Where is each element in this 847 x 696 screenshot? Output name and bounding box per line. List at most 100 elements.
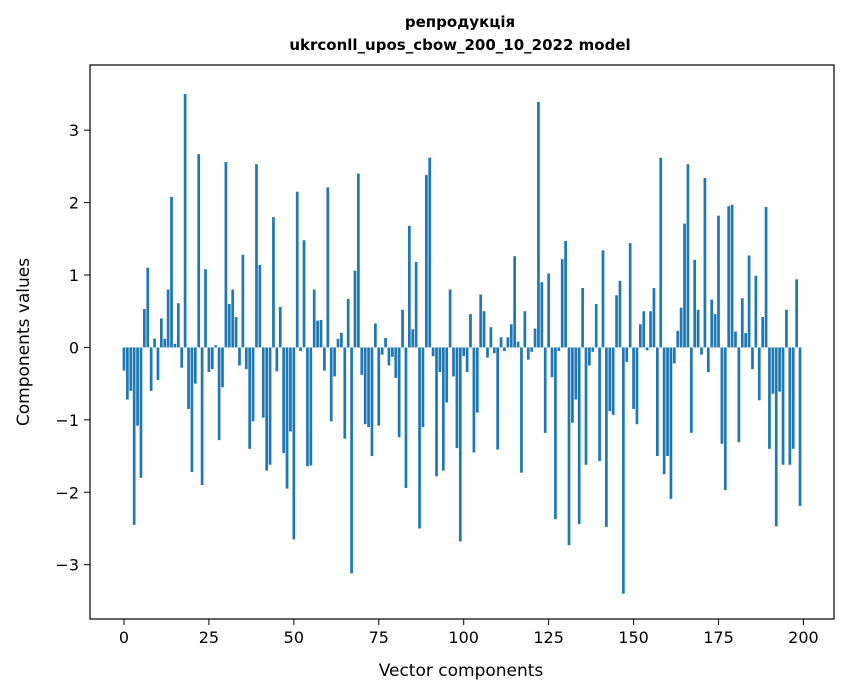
bar-19 [187,347,190,409]
bar-33 [234,317,238,348]
bar-183 [744,332,748,348]
bar-166 [686,164,690,348]
y-tick-label: 0 [69,338,79,357]
bar-84 [407,225,411,348]
bar-121 [533,328,537,348]
bar-69 [357,173,360,348]
bar-16 [176,303,180,348]
bar-8 [149,347,153,391]
bar-76 [380,347,384,355]
bar-127 [554,347,557,520]
bar-47 [282,347,285,454]
bar-137 [588,347,591,366]
bar-23 [200,347,204,486]
bar-195 [785,309,788,348]
bar-86 [414,261,418,348]
bar-52 [299,347,302,352]
x-tick-label: 150 [618,628,649,647]
bar-51 [295,191,299,348]
bar-165 [683,223,686,348]
bar-119 [526,347,530,360]
bar-12 [163,338,167,348]
bar-93 [438,347,442,373]
bar-179 [730,204,734,348]
bar-151 [635,347,639,425]
bar-134 [577,347,581,525]
bar-43 [268,347,272,465]
plot-frame [89,64,835,620]
bar-139 [594,303,598,348]
bar-182 [740,298,744,348]
bar-126 [550,347,554,378]
bar-55 [309,347,313,466]
bar-117 [520,347,523,473]
bar-59 [323,347,326,371]
bar-42 [265,347,269,471]
bar-188 [761,317,765,348]
bar-38 [251,347,255,422]
bar-129 [560,259,564,348]
bar-35 [241,254,245,348]
bar-125 [547,273,550,348]
bar-62 [333,347,336,377]
bar-143 [608,347,612,412]
chart-title-line-2: ukrconll_upos_cbow_200_10_2022 model [289,36,630,54]
bar-193 [778,347,781,392]
bar-176 [720,347,724,444]
bar-163 [676,330,680,348]
bar-159 [662,347,666,475]
bar-31 [227,303,231,348]
bar-45 [275,347,279,372]
bar-14 [170,196,173,348]
bar-78 [387,347,391,366]
bar-81 [397,347,401,438]
bar-123 [540,282,544,348]
bar-17 [180,347,184,368]
bar-154 [645,347,649,351]
bar-40 [258,264,262,348]
y-tick-label: 3 [69,121,79,140]
chart-title-line-1: репродукція [405,13,515,31]
bar-75 [377,347,381,426]
bar-155 [649,311,652,348]
bar-135 [581,288,584,348]
bar-169 [696,309,700,348]
bar-149 [628,243,632,348]
bar-194 [781,347,785,465]
bar-131 [567,347,571,546]
bar-65 [343,347,347,439]
bar-63 [336,338,340,348]
bar-157 [655,347,659,457]
bar-74 [374,323,377,348]
bar-104 [475,347,479,413]
bar-34 [238,347,241,366]
bar-18 [183,93,187,348]
bar-3 [132,347,136,525]
bar-24 [204,269,207,348]
bar-67 [350,347,353,574]
bar-64 [340,332,343,348]
bar-83 [404,347,408,488]
bar-187 [757,347,761,401]
y-tick-label: −3 [55,556,79,575]
bar-138 [591,347,595,352]
bar-21 [193,347,197,384]
bar-41 [261,347,265,418]
bar-66 [346,298,350,348]
bar-50 [292,347,296,540]
bar-27 [214,345,218,348]
bar-184 [747,255,751,348]
bar-109 [492,347,496,354]
bar-85 [411,329,415,348]
x-tick-label: 50 [284,628,304,647]
bar-192 [774,347,778,527]
y-axis-ticks: −3 −2 −1 0 1 2 3 [55,121,90,575]
x-tick-label: 75 [369,628,389,647]
bar-29 [221,347,224,388]
bar-57 [316,320,319,348]
bar-110 [496,347,500,450]
bar-199 [798,347,802,507]
bar-53 [302,240,306,348]
bar-98 [455,347,459,449]
x-tick-label: 200 [788,628,819,647]
